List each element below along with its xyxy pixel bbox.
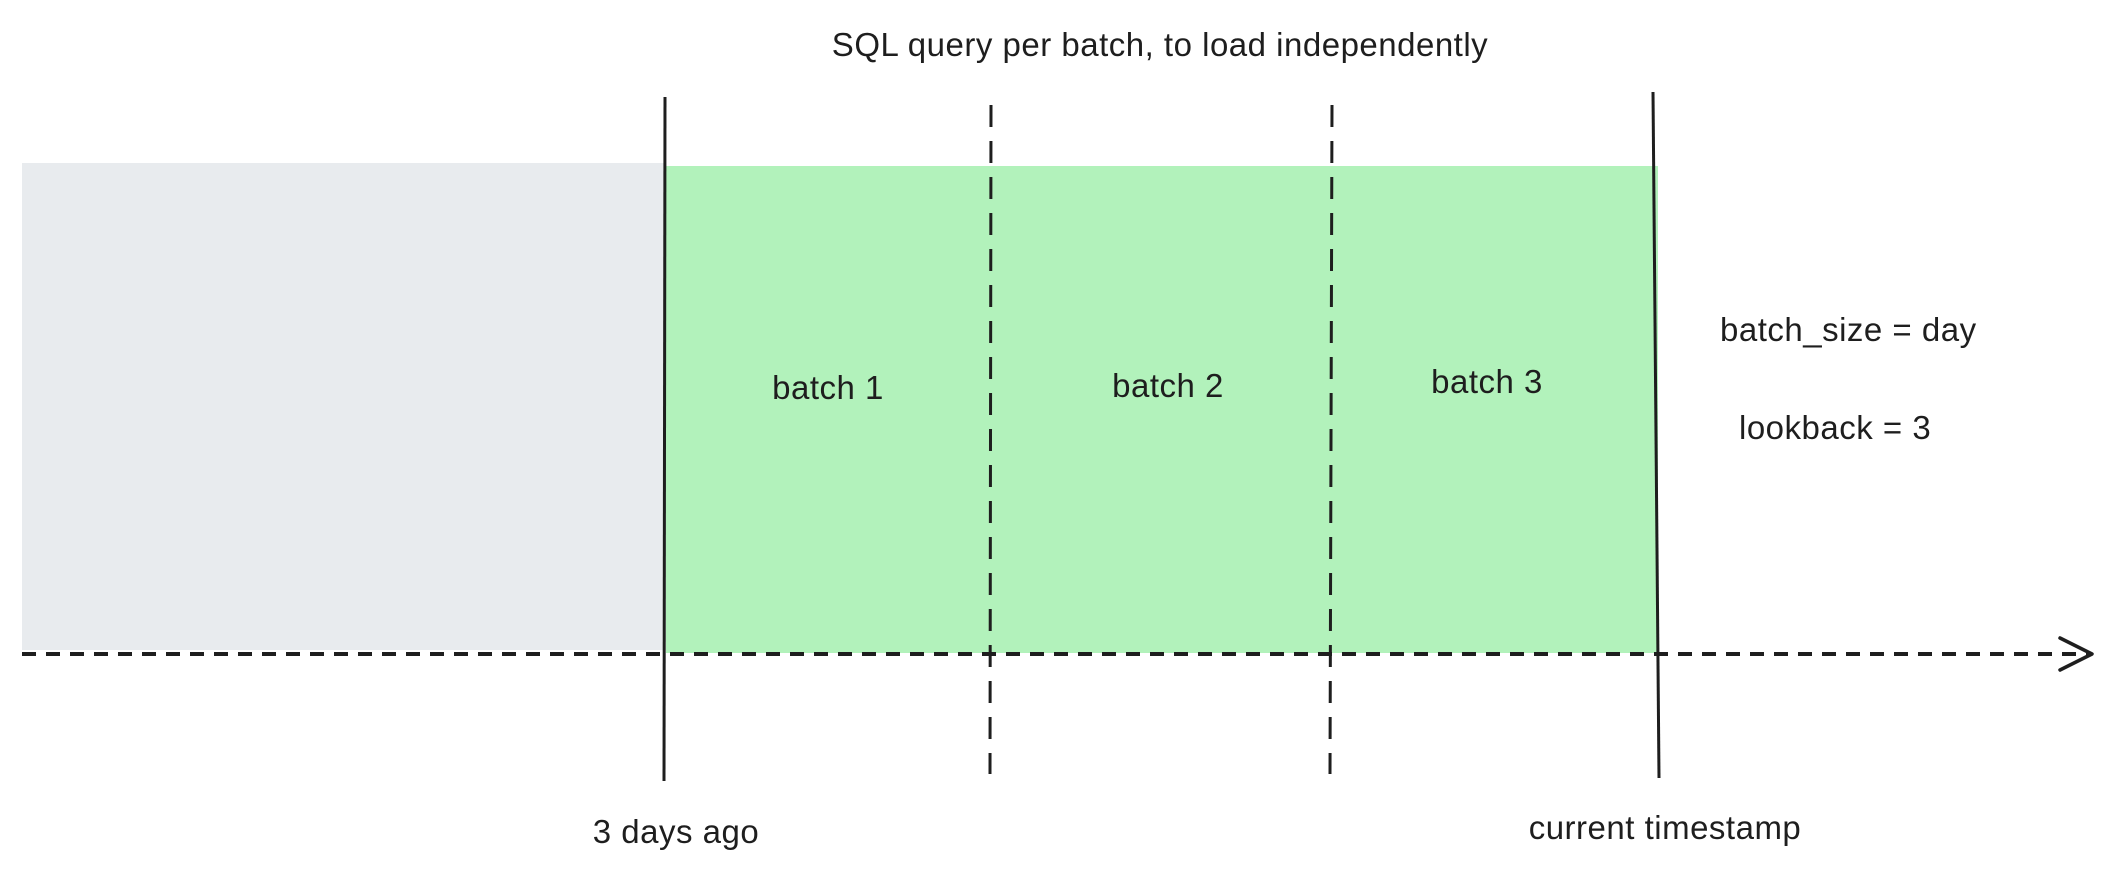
batch-2-label: batch 2 [1112, 367, 1224, 404]
lookback-label: lookback = 3 [1739, 409, 1932, 446]
start-boundary-line [662, 96, 667, 782]
start-label: 3 days ago [592, 813, 760, 850]
past-region [22, 163, 666, 650]
batch-1-label: batch 1 [772, 369, 884, 406]
batch-3-label: batch 3 [1431, 363, 1543, 400]
end-boundary-line [1651, 91, 1661, 779]
batch-size-label: batch_size = day [1720, 311, 1977, 348]
end-label: current timestamp [1528, 809, 1802, 846]
batch-divider-1 [988, 104, 993, 775]
batch-divider-2 [1328, 104, 1334, 775]
diagram-title: SQL query per batch, to load independent… [831, 26, 1489, 63]
lookback-region [666, 166, 1658, 653]
axis-arrowhead-icon [2058, 636, 2094, 672]
